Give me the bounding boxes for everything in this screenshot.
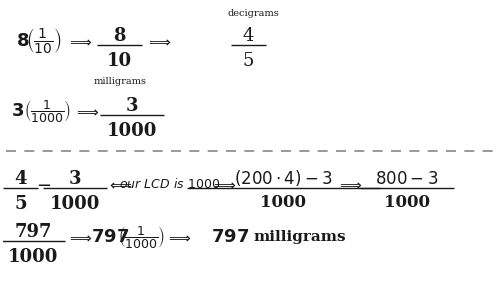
Text: decigrams: decigrams — [228, 10, 280, 18]
Text: 1000: 1000 — [107, 122, 158, 140]
Text: $\left(\dfrac{1}{1000}\right)$: $\left(\dfrac{1}{1000}\right)$ — [24, 98, 72, 124]
Text: 1000: 1000 — [8, 248, 58, 266]
Text: $\Longrightarrow$: $\Longrightarrow$ — [74, 103, 101, 118]
Text: 1000: 1000 — [384, 194, 430, 211]
Text: 797: 797 — [14, 223, 52, 241]
Text: $\left(\dfrac{1}{1000}\right)$: $\left(\dfrac{1}{1000}\right)$ — [118, 224, 166, 250]
Text: $-$: $-$ — [36, 175, 52, 193]
Text: $\Longleftarrow$: $\Longleftarrow$ — [106, 177, 132, 192]
Text: $\Longrightarrow$: $\Longrightarrow$ — [146, 33, 172, 48]
Text: $\Longrightarrow$: $\Longrightarrow$ — [210, 177, 237, 192]
Text: $\Longrightarrow$: $\Longrightarrow$ — [337, 177, 363, 192]
Text: $\mathbf{797}$: $\mathbf{797}$ — [90, 228, 129, 246]
Text: $\Longrightarrow$: $\Longrightarrow$ — [67, 230, 93, 245]
Text: $\it{our\ LCD\ is\ 1000}$: $\it{our\ LCD\ is\ 1000}$ — [118, 177, 220, 191]
Text: 1000: 1000 — [260, 194, 306, 211]
Text: 10: 10 — [107, 52, 132, 70]
Text: 4: 4 — [14, 170, 27, 188]
Text: 8: 8 — [114, 27, 126, 45]
Text: $(200 \cdot 4)-3$: $(200 \cdot 4)-3$ — [234, 168, 332, 188]
Text: 1000: 1000 — [50, 195, 100, 213]
Text: milligrams: milligrams — [93, 77, 146, 86]
Text: $\left(\dfrac{1}{10}\right)$: $\left(\dfrac{1}{10}\right)$ — [26, 26, 62, 55]
Text: $\mathbf{3}$: $\mathbf{3}$ — [11, 102, 24, 120]
Text: milligrams: milligrams — [254, 230, 346, 244]
Text: $800-3$: $800-3$ — [376, 171, 438, 188]
Text: 3: 3 — [126, 97, 138, 115]
Text: 5: 5 — [243, 52, 254, 70]
Text: $\Longrightarrow$: $\Longrightarrow$ — [166, 230, 192, 245]
Text: $\Longrightarrow$: $\Longrightarrow$ — [67, 33, 93, 48]
Text: 3: 3 — [69, 170, 82, 188]
Text: 4: 4 — [243, 27, 254, 45]
Text: 5: 5 — [14, 195, 27, 213]
Text: $\mathbf{8}$: $\mathbf{8}$ — [16, 32, 29, 50]
Text: $\mathbf{797}$: $\mathbf{797}$ — [212, 228, 250, 246]
